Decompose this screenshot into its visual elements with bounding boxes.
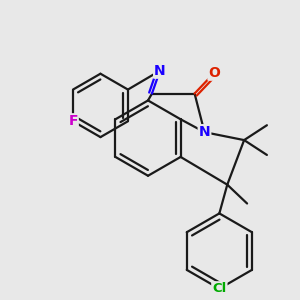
Text: N: N: [199, 125, 210, 139]
Text: N: N: [154, 64, 166, 78]
Text: F: F: [68, 114, 78, 128]
Text: O: O: [208, 66, 220, 80]
Text: Cl: Cl: [212, 282, 226, 295]
